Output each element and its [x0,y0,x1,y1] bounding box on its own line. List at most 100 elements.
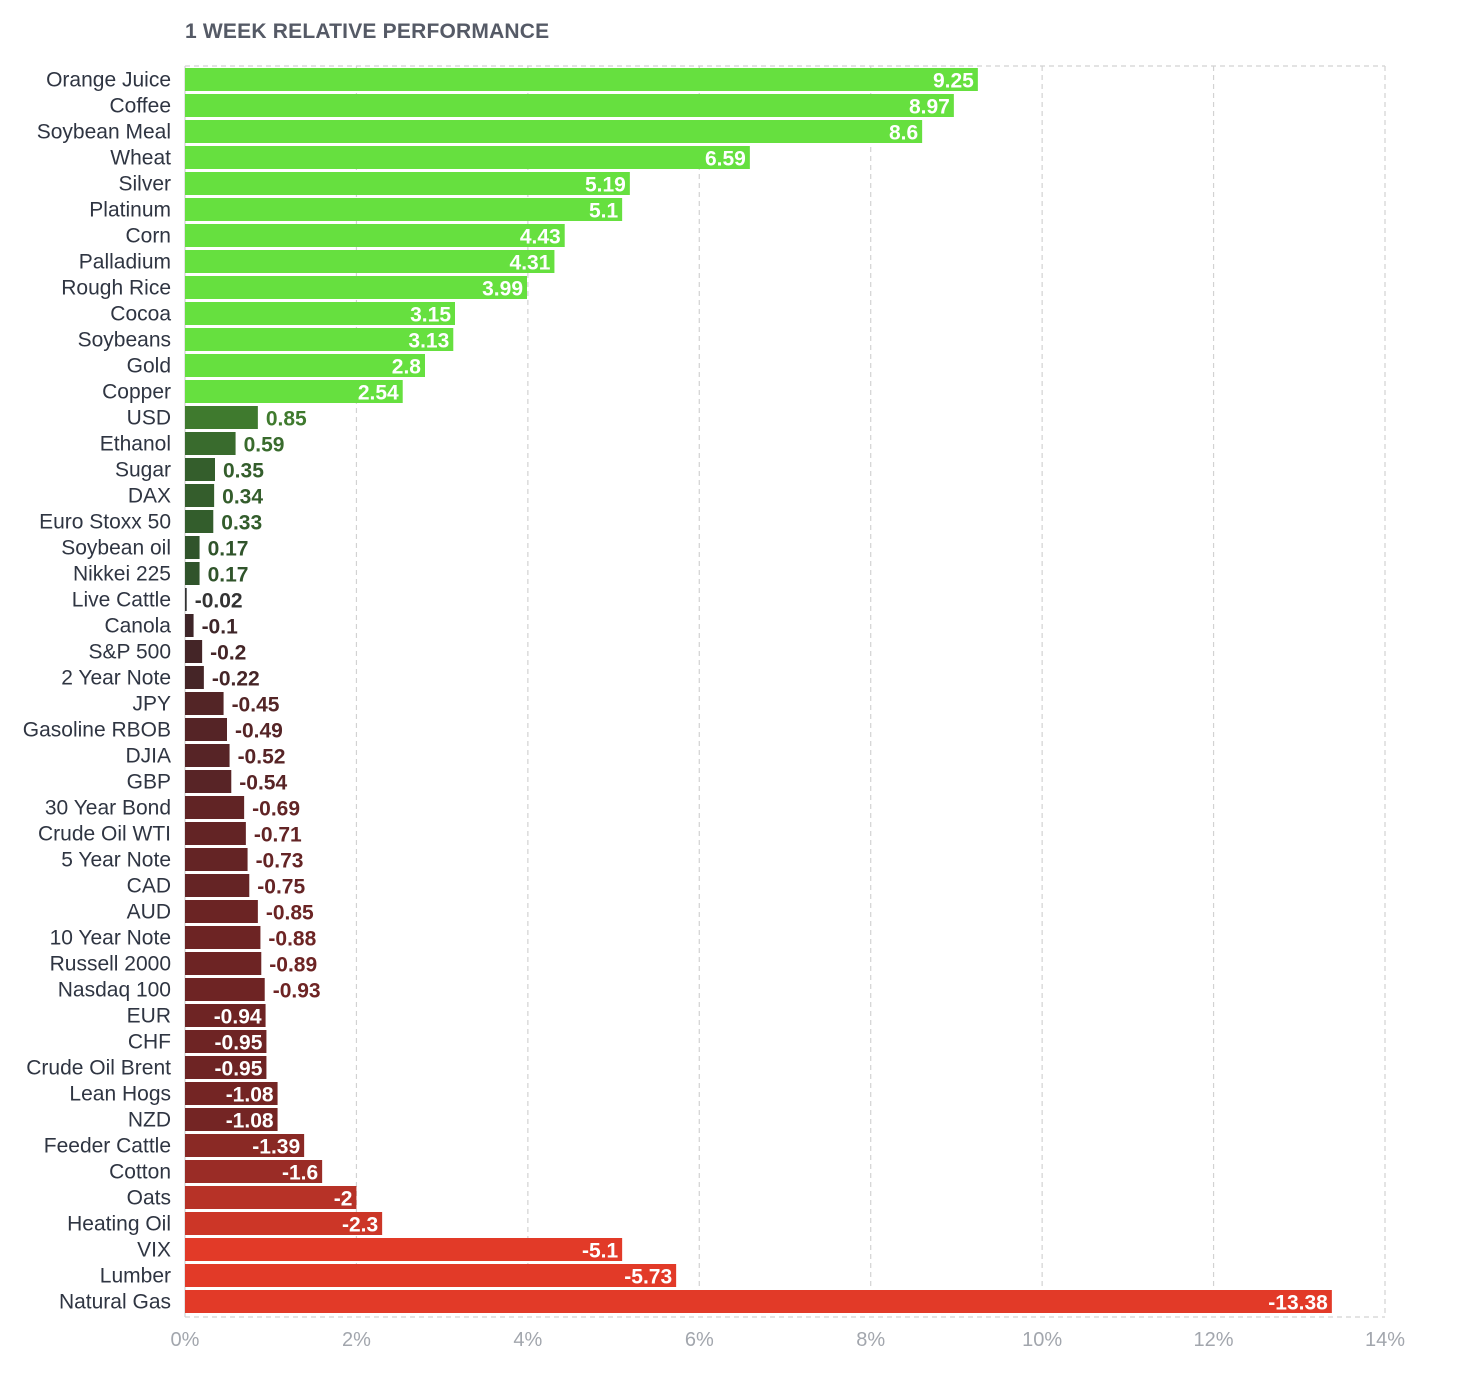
value-label: 6.59 [705,148,746,171]
category-label: Soybeans [78,329,171,352]
value-label: -0.45 [232,694,280,717]
value-label: 0.17 [208,538,249,561]
value-label: 2.54 [358,382,399,405]
category-label: Cocoa [110,303,171,326]
category-label: 10 Year Note [50,927,171,950]
value-label: -2.3 [342,1214,378,1237]
bar [185,1082,278,1105]
bar [185,354,425,377]
category-label: Live Cattle [72,589,171,612]
value-label: -0.88 [268,928,316,951]
bar [185,484,215,507]
bar [185,94,954,117]
value-label: 8.97 [909,96,950,119]
value-label: 2.8 [392,356,422,379]
bar [185,276,527,299]
category-label: Coffee [110,95,172,118]
category-label: DAX [128,485,171,508]
value-label: 9.25 [933,70,974,93]
bar [185,1238,623,1261]
value-label: -0.71 [254,824,302,847]
category-label: USD [127,407,171,430]
category-label: Gasoline RBOB [23,719,171,742]
x-tick-label: 10% [1022,1329,1062,1351]
x-axis: 0% 2% 4% 6% 8% 10% 12% 14% [171,1329,1406,1351]
bar [185,718,227,741]
bar [185,588,187,611]
bar [185,926,261,949]
bar [185,614,194,637]
category-label: CAD [127,875,171,898]
value-label: -0.94 [214,1006,262,1029]
value-label: 3.99 [482,278,523,301]
bar [185,874,250,897]
bar [185,380,403,403]
bar [185,198,623,221]
value-label: 4.43 [520,226,561,249]
x-tick-label: 0% [171,1329,200,1351]
category-label: Wheat [110,147,171,170]
value-label: -0.85 [266,902,314,925]
category-label: Orange Juice [46,69,171,92]
bar [185,1212,383,1235]
category-label: Natural Gas [59,1291,171,1314]
x-tick-label: 2% [342,1329,371,1351]
x-tick-label: 12% [1194,1329,1234,1351]
bar [185,952,262,975]
value-label: 0.17 [208,564,249,587]
bar [185,120,923,143]
bar [185,744,230,767]
bar [185,1160,323,1183]
category-label: Copper [102,381,171,404]
category-label: JPY [132,693,171,716]
category-label: Oats [127,1187,171,1210]
category-label: Sugar [115,459,171,482]
value-label: -1.6 [282,1162,318,1185]
category-label: Lean Hogs [69,1083,171,1106]
bar [185,640,203,663]
bar [185,562,200,585]
category-label: Ethanol [100,433,171,456]
category-label: 5 Year Note [61,849,171,872]
bar [185,1134,305,1157]
bar [185,848,248,871]
chart-title: 1 WEEK RELATIVE PERFORMANCE [185,20,550,43]
value-label: -0.1 [202,616,239,639]
bar [185,536,200,559]
value-label: 5.19 [585,174,626,197]
category-label: 2 Year Note [61,667,171,690]
category-label: Nikkei 225 [73,563,171,586]
x-tick-label: 6% [685,1329,714,1351]
category-label: Soybean oil [61,537,171,560]
value-label: 0.59 [244,434,285,457]
category-label: Nasdaq 100 [58,979,171,1002]
value-label: -0.73 [256,850,304,873]
value-label: 3.13 [408,330,449,353]
category-label: Crude Oil WTI [38,823,171,846]
bar [185,770,232,793]
value-label: -1.39 [252,1136,300,1159]
x-tick-label: 14% [1365,1329,1405,1351]
bar [185,1108,278,1131]
value-label: -0.02 [195,590,243,613]
value-label: 8.6 [889,122,918,145]
value-label: 3.15 [410,304,451,327]
bar [185,692,224,715]
bar [185,302,455,325]
category-label: Euro Stoxx 50 [39,511,171,534]
value-label: -0.52 [238,746,286,769]
value-label: 0.85 [266,408,307,431]
category-label: Crude Oil Brent [26,1057,171,1080]
value-label: -0.22 [212,668,260,691]
value-label: -0.95 [215,1032,263,1055]
value-label: -1.08 [226,1084,274,1107]
category-label: VIX [137,1239,171,1262]
category-label: Palladium [79,251,171,274]
bars: Orange Juice 9.25 Coffee 8.97 Soybean Meal 8.… [23,68,1332,1315]
category-label: NZD [128,1109,171,1132]
value-label: 5.1 [589,200,619,223]
value-label: 4.31 [510,252,551,275]
value-label: 0.33 [221,512,262,535]
